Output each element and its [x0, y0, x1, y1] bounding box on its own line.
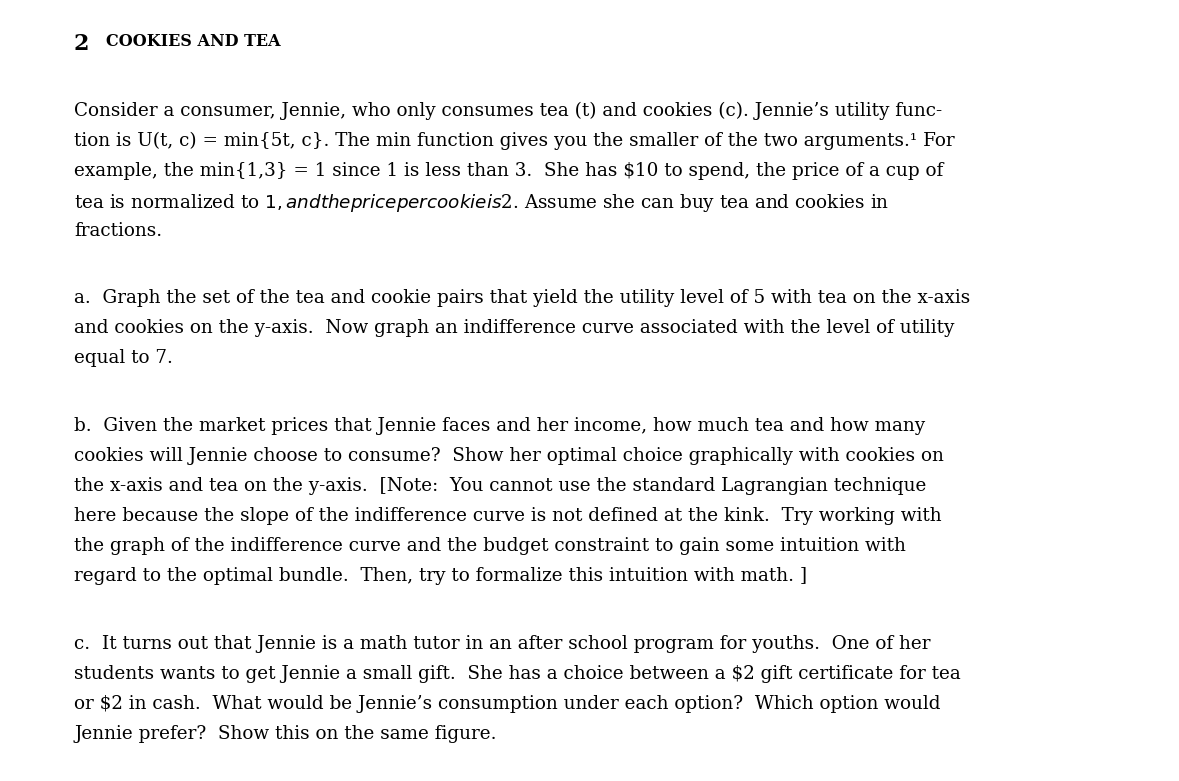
Text: students wants to get Jennie a small gift.  She has a choice between a $2 gift c: students wants to get Jennie a small gif…: [74, 665, 961, 683]
Text: the x-axis and tea on the y-axis.  [Note:  You cannot use the standard Lagrangia: the x-axis and tea on the y-axis. [Note:…: [74, 477, 927, 495]
Text: fractions.: fractions.: [74, 222, 163, 240]
Text: Consider a consumer, Jennie, who only consumes tea (t) and cookies (c). Jennie’s: Consider a consumer, Jennie, who only co…: [74, 102, 942, 119]
Text: or $2 in cash.  What would be Jennie’s consumption under each option?  Which opt: or $2 in cash. What would be Jennie’s co…: [74, 695, 941, 713]
Text: tea is normalized to $1, and the price per cookie is $2. Assume she can buy tea : tea is normalized to $1, and the price p…: [74, 192, 890, 214]
Text: b.  Given the market prices that Jennie faces and her income, how much tea and h: b. Given the market prices that Jennie f…: [74, 417, 926, 435]
Text: the graph of the indifference curve and the budget constraint to gain some intui: the graph of the indifference curve and …: [74, 537, 907, 555]
Text: cookies will Jennie choose to consume?  Show her optimal choice graphically with: cookies will Jennie choose to consume? S…: [74, 447, 944, 465]
Text: equal to 7.: equal to 7.: [74, 349, 173, 368]
Text: c.  It turns out that Jennie is a math tutor in an after school program for yout: c. It turns out that Jennie is a math tu…: [74, 635, 930, 653]
Text: regard to the optimal bundle.  Then, try to formalize this intuition with math. : regard to the optimal bundle. Then, try …: [74, 567, 808, 586]
Text: example, the min{1,3} = 1 since 1 is less than 3.  She has $10 to spend, the pri: example, the min{1,3} = 1 since 1 is les…: [74, 162, 943, 180]
Text: 2: 2: [74, 33, 105, 55]
Text: COOKIES AND TEA: COOKIES AND TEA: [106, 33, 281, 50]
Text: tion is U(t, c) = min{5t, c}. The min function gives you the smaller of the two : tion is U(t, c) = min{5t, c}. The min fu…: [74, 131, 955, 150]
Text: Jennie prefer?  Show this on the same figure.: Jennie prefer? Show this on the same fig…: [74, 725, 496, 744]
Text: and cookies on the y-axis.  Now graph an indifference curve associated with the : and cookies on the y-axis. Now graph an …: [74, 319, 955, 337]
Text: a.  Graph the set of the tea and cookie pairs that yield the utility level of 5 : a. Graph the set of the tea and cookie p…: [74, 289, 970, 308]
Text: here because the slope of the indifference curve is not defined at the kink.  Tr: here because the slope of the indifferen…: [74, 507, 942, 526]
